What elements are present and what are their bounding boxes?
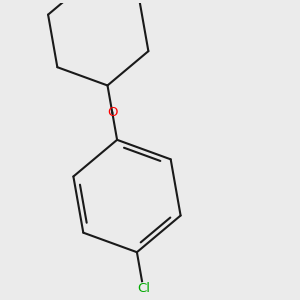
- Text: O: O: [107, 106, 118, 119]
- Text: Cl: Cl: [137, 282, 150, 295]
